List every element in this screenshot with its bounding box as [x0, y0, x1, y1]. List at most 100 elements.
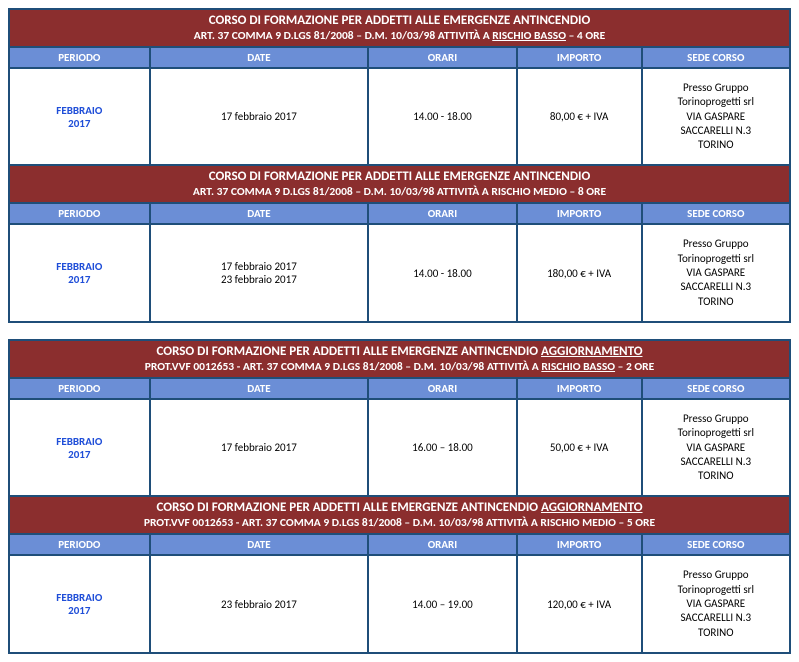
date-line: 17 febbraio 2017 — [155, 441, 364, 454]
column-header-row: PERIODODATEORARIIMPORTOSEDE CORSO — [9, 47, 790, 68]
section-title-row: CORSO DI FORMAZIONE PER ADDETTI ALLE EME… — [9, 496, 790, 534]
cell-date: 17 febbraio 2017 — [150, 399, 369, 496]
cell-importo: 50,00 € + IVA — [517, 399, 642, 496]
course-row: FEBBRAIO2017 23 febbraio 2017 14.00 – 19.0… — [9, 555, 790, 652]
sede-line: Torinoprogetti srl — [647, 252, 785, 266]
course-row: FEBBRAIO2017 17 febbraio 2017 16.00 – 18.0… — [9, 399, 790, 496]
sede-line: VIA GASPARE — [647, 441, 785, 455]
column-header-importo: IMPORTO — [517, 534, 642, 555]
section-title: CORSO DI FORMAZIONE PER ADDETTI ALLE EME… — [157, 500, 643, 515]
column-header-importo: IMPORTO — [517, 378, 642, 399]
section-title: CORSO DI FORMAZIONE PER ADDETTI ALLE EME… — [209, 169, 591, 184]
cell-sede: Presso GruppoTorinoprogetti srlVIA GASPA… — [642, 224, 790, 321]
course-table: CORSO DI FORMAZIONE PER ADDETTI ALLE EME… — [8, 8, 791, 323]
column-header-row: PERIODODATEORARIIMPORTOSEDE CORSO — [9, 203, 790, 224]
sede-line: Presso Gruppo — [647, 412, 785, 426]
column-header-row: PERIODODATEORARIIMPORTOSEDE CORSO — [9, 378, 790, 399]
section-subtitle-underline: RISCHIO BASSO — [492, 29, 566, 43]
sede-line: TORINO — [647, 295, 785, 309]
cell-orari: 14.00 – 19.00 — [368, 555, 516, 652]
sede-line: VIA GASPARE — [647, 597, 785, 611]
cell-sede: Presso GruppoTorinoprogetti srlVIA GASPA… — [642, 555, 790, 652]
section-title-cell: CORSO DI FORMAZIONE PER ADDETTI ALLE EME… — [9, 340, 790, 378]
column-header-sede: SEDE CORSO — [642, 203, 790, 224]
section-title: CORSO DI FORMAZIONE PER ADDETTI ALLE EME… — [157, 344, 643, 359]
section-title-row: CORSO DI FORMAZIONE PER ADDETTI ALLE EME… — [9, 165, 790, 203]
date-line: 23 febbraio 2017 — [155, 598, 364, 611]
sede-line: SACCARELLI N.3 — [647, 611, 785, 625]
date-line: 23 febbraio 2017 — [155, 273, 364, 286]
date-line: 17 febbraio 2017 — [155, 260, 364, 273]
column-header-sede: SEDE CORSO — [642, 534, 790, 555]
section-title-underline: AGGIORNAMENTO — [541, 500, 642, 515]
course-table: CORSO DI FORMAZIONE PER ADDETTI ALLE EME… — [8, 339, 791, 654]
sede-line: VIA GASPARE — [647, 266, 785, 280]
cell-sede: Presso GruppoTorinoprogetti srlVIA GASPA… — [642, 68, 790, 165]
sede-line: SACCARELLI N.3 — [647, 280, 785, 294]
column-header-importo: IMPORTO — [517, 203, 642, 224]
cell-importo: 180,00 € + IVA — [517, 224, 642, 321]
column-header-row: PERIODODATEORARIIMPORTOSEDE CORSO — [9, 534, 790, 555]
cell-orari: 16.00 – 18.00 — [368, 399, 516, 496]
column-header-date: DATE — [150, 378, 369, 399]
sede-line: Torinoprogetti srl — [647, 426, 785, 440]
cell-date: 23 febbraio 2017 — [150, 555, 369, 652]
cell-sede: Presso GruppoTorinoprogetti srlVIA GASPA… — [642, 399, 790, 496]
column-header-date: DATE — [150, 534, 369, 555]
section-subtitle: PROT.VVF 0012653 - ART. 37 COMMA 9 D.LGS… — [14, 360, 785, 374]
column-header-periodo: PERIODO — [9, 203, 150, 224]
periodo-month: FEBBRAIO — [56, 591, 102, 604]
column-header-periodo: PERIODO — [9, 378, 150, 399]
column-header-sede: SEDE CORSO — [642, 378, 790, 399]
page-root: CORSO DI FORMAZIONE PER ADDETTI ALLE EME… — [8, 8, 791, 654]
cell-date: 17 febbraio 2017 — [150, 68, 369, 165]
column-header-orari: ORARI — [368, 534, 516, 555]
periodo-year: 2017 — [14, 448, 145, 461]
section-subtitle: PROT.VVF 0012653 - ART. 37 COMMA 9 D.LGS… — [14, 516, 785, 530]
periodo-year: 2017 — [14, 117, 145, 130]
sede-line: SACCARELLI N.3 — [647, 455, 785, 469]
column-header-periodo: PERIODO — [9, 47, 150, 68]
section-subtitle: ART. 37 COMMA 9 D.LGS 81/2008 – D.M. 10/… — [14, 29, 785, 43]
column-header-sede: SEDE CORSO — [642, 47, 790, 68]
section-title-cell: CORSO DI FORMAZIONE PER ADDETTI ALLE EME… — [9, 165, 790, 203]
column-header-orari: ORARI — [368, 378, 516, 399]
periodo-year: 2017 — [14, 604, 145, 617]
sede-line: Presso Gruppo — [647, 568, 785, 582]
sede-line: TORINO — [647, 469, 785, 483]
sede-line: Presso Gruppo — [647, 237, 785, 251]
section-title-cell: CORSO DI FORMAZIONE PER ADDETTI ALLE EME… — [9, 9, 790, 47]
column-header-orari: ORARI — [368, 203, 516, 224]
sede-line: SACCARELLI N.3 — [647, 124, 785, 138]
cell-periodo: FEBBRAIO2017 — [9, 224, 150, 321]
section-subtitle-underline: RISCHIO BASSO — [541, 360, 615, 374]
cell-periodo: FEBBRAIO2017 — [9, 68, 150, 165]
column-header-orari: ORARI — [368, 47, 516, 68]
cell-periodo: FEBBRAIO2017 — [9, 555, 150, 652]
section-title: CORSO DI FORMAZIONE PER ADDETTI ALLE EME… — [209, 13, 591, 28]
cell-orari: 14.00 - 18.00 — [368, 68, 516, 165]
cell-orari: 14.00 - 18.00 — [368, 224, 516, 321]
cell-periodo: FEBBRAIO2017 — [9, 399, 150, 496]
cell-date: 17 febbraio 201723 febbraio 2017 — [150, 224, 369, 321]
cell-importo: 80,00 € + IVA — [517, 68, 642, 165]
section-title-row: CORSO DI FORMAZIONE PER ADDETTI ALLE EME… — [9, 340, 790, 378]
sede-line: TORINO — [647, 138, 785, 152]
course-row: FEBBRAIO2017 17 febbraio 2017 14.00 - 18.0… — [9, 68, 790, 165]
periodo-year: 2017 — [14, 273, 145, 286]
sede-line: Torinoprogetti srl — [647, 583, 785, 597]
cell-importo: 120,00 € + IVA — [517, 555, 642, 652]
periodo-month: FEBBRAIO — [56, 435, 102, 448]
course-row: FEBBRAIO201717 febbraio 201723 febbraio … — [9, 224, 790, 321]
sede-line: Torinoprogetti srl — [647, 95, 785, 109]
column-header-periodo: PERIODO — [9, 534, 150, 555]
column-header-importo: IMPORTO — [517, 47, 642, 68]
periodo-month: FEBBRAIO — [56, 104, 102, 117]
column-header-date: DATE — [150, 203, 369, 224]
section-title-cell: CORSO DI FORMAZIONE PER ADDETTI ALLE EME… — [9, 496, 790, 534]
sede-line: TORINO — [647, 626, 785, 640]
date-line: 17 febbraio 2017 — [155, 110, 364, 123]
section-subtitle: ART. 37 COMMA 9 D.LGS 81/2008 – D.M. 10/… — [14, 185, 785, 199]
sede-line: Presso Gruppo — [647, 81, 785, 95]
section-title-row: CORSO DI FORMAZIONE PER ADDETTI ALLE EME… — [9, 9, 790, 47]
